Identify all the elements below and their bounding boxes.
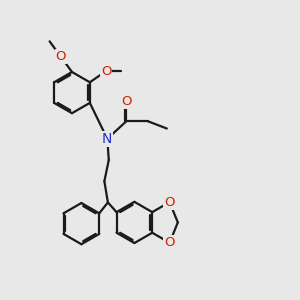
Text: O: O: [121, 94, 132, 108]
Text: O: O: [56, 50, 66, 63]
Text: O: O: [164, 236, 175, 249]
Text: O: O: [101, 64, 111, 78]
Text: N: N: [102, 132, 112, 146]
Text: O: O: [164, 196, 175, 208]
